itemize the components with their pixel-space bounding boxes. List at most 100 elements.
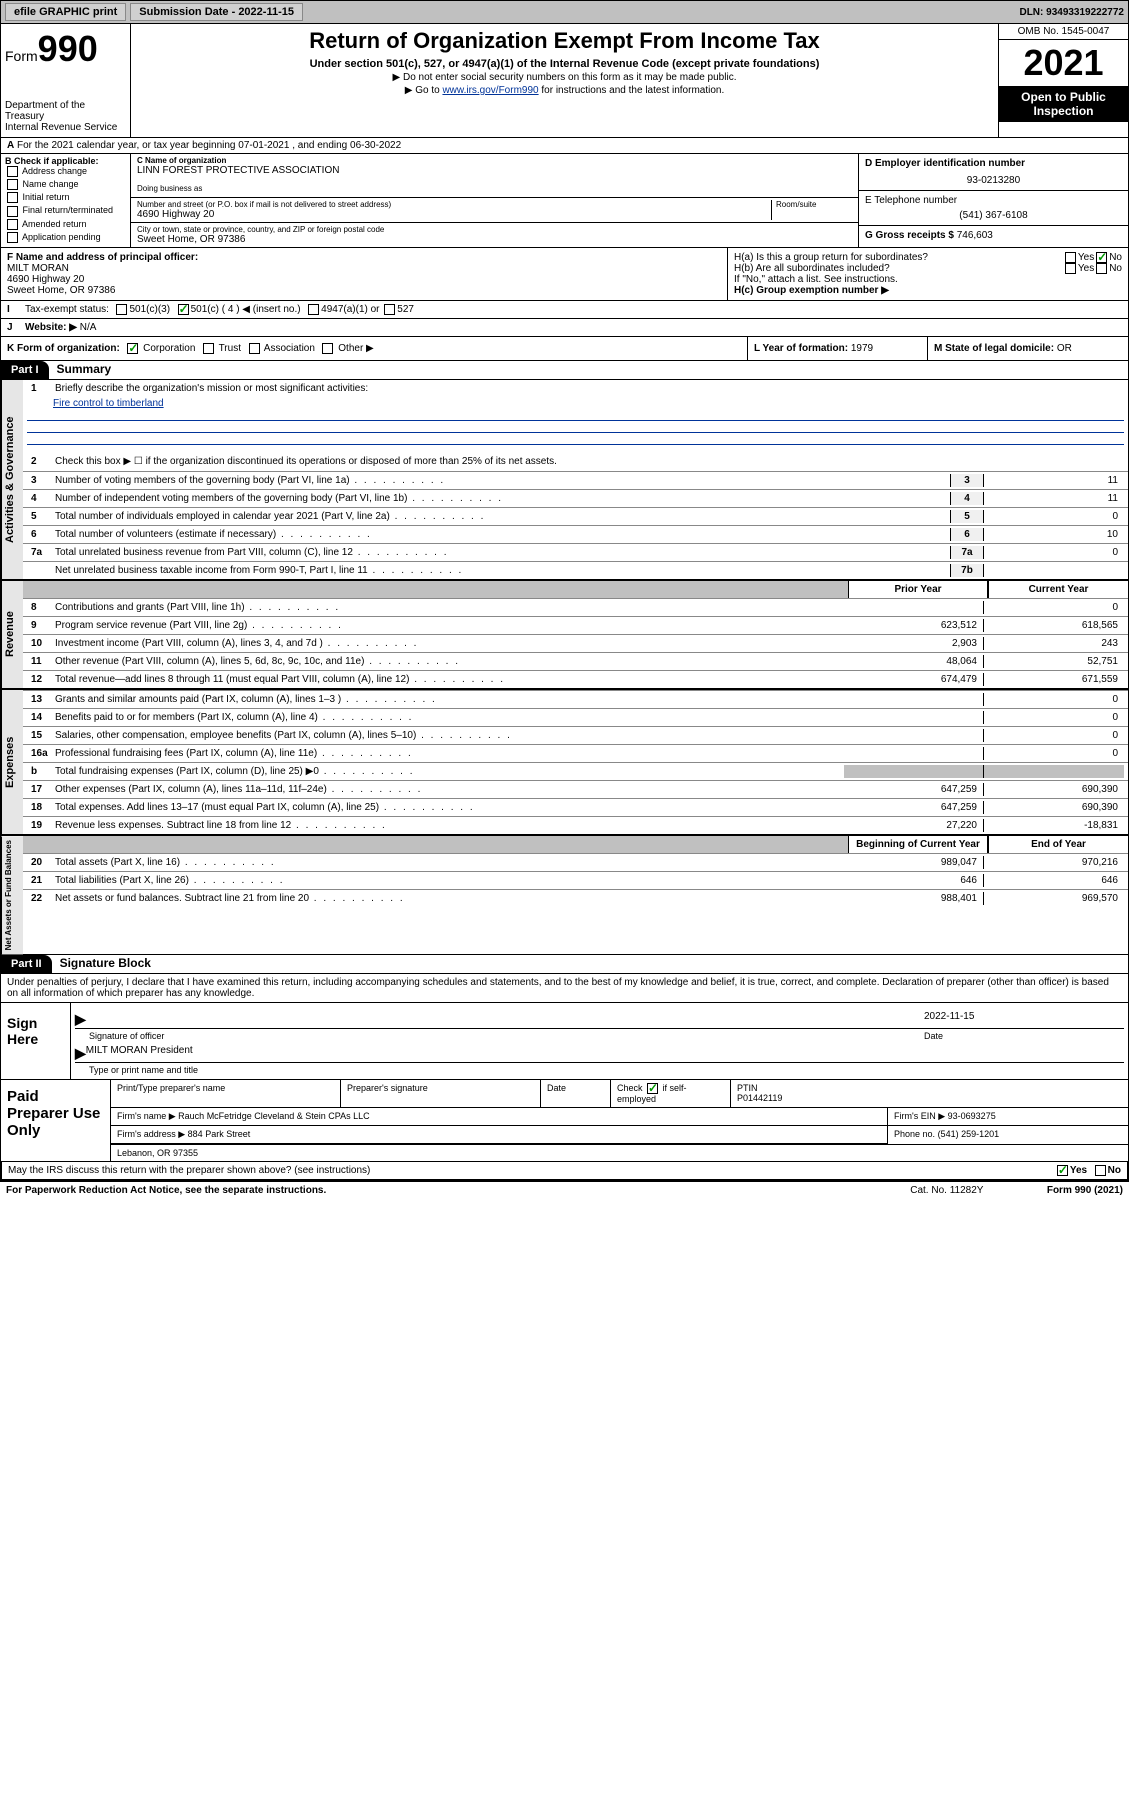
summary-line: 6Total number of volunteers (estimate if… [23, 525, 1128, 543]
paid-preparer-block: Paid Preparer Use Only Print/Type prepar… [1, 1079, 1128, 1161]
cb-527[interactable] [384, 304, 395, 315]
form-word: Form [5, 48, 38, 64]
h-b-label: H(b) Are all subordinates included? [734, 263, 1063, 274]
dba-label: Doing business as [137, 184, 852, 193]
mission-text: Fire control to timberland [53, 398, 164, 409]
efile-print-button[interactable]: efile GRAPHIC print [5, 3, 126, 21]
ptin-cell: PTINP01442119 [731, 1080, 1128, 1107]
summary-line: 9Program service revenue (Part VIII, lin… [23, 616, 1128, 634]
firm-ein: 93-0693275 [948, 1111, 996, 1121]
name-title-caption: Type or print name and title [75, 1065, 1124, 1075]
ssn-note: ▶ Do not enter social security numbers o… [139, 72, 990, 83]
firm-phone-cell: Phone no. (541) 259-1201 [888, 1126, 1128, 1144]
ein-label: D Employer identification number [865, 158, 1122, 169]
submission-date-button[interactable]: Submission Date - 2022-11-15 [130, 3, 303, 21]
cb-irs-no[interactable] [1095, 1165, 1106, 1176]
cb-4947[interactable] [308, 304, 319, 315]
summary-line: bTotal fundraising expenses (Part IX, co… [23, 762, 1128, 780]
gross-receipts-label: G Gross receipts $ [865, 230, 954, 241]
cb-association[interactable] [249, 343, 260, 354]
officer-name: MILT MORAN [7, 263, 721, 274]
summary-line: 10Investment income (Part VIII, column (… [23, 634, 1128, 652]
h-b-note: If "No," attach a list. See instructions… [734, 274, 1122, 285]
box-k-form-org: K Form of organization: Corporation Trus… [1, 337, 748, 360]
phone-label: E Telephone number [865, 195, 1122, 206]
dln-label: DLN: 93493319222772 [1019, 7, 1124, 18]
penalty-statement: Under penalties of perjury, I declare th… [1, 973, 1128, 1002]
city-state-zip: Sweet Home, OR 97386 [137, 234, 852, 245]
summary-line: 5Total number of individuals employed in… [23, 507, 1128, 525]
cb-application-pending[interactable]: Application pending [5, 232, 126, 243]
cb-irs-yes[interactable] [1057, 1165, 1068, 1176]
form990-link[interactable]: www.irs.gov/Form990 [442, 85, 538, 96]
cb-501c3[interactable] [116, 304, 127, 315]
cb-self-employed[interactable] [647, 1083, 658, 1094]
officer-addr1: 4690 Highway 20 [7, 274, 721, 285]
phone-value: (541) 367-6108 [865, 210, 1122, 221]
firm-phone: (541) 259-1201 [938, 1129, 1000, 1139]
cb-name-change[interactable]: Name change [5, 179, 126, 190]
part-2-signature: Part IISignature Block Under penalties o… [0, 955, 1129, 1181]
h-a-label: H(a) Is this a group return for subordin… [734, 252, 1063, 263]
page-footer: For Paperwork Reduction Act Notice, see … [0, 1181, 1129, 1199]
sig-date-value: 2022-11-15 [924, 1011, 1124, 1028]
cb-final-return[interactable]: Final return/terminated [5, 205, 126, 216]
self-employed-cell: Check if self-employed [611, 1080, 731, 1107]
dept-treasury: Department of the Treasury [5, 100, 126, 122]
top-toolbar: efile GRAPHIC print Submission Date - 20… [0, 0, 1129, 24]
cb-initial-return[interactable]: Initial return [5, 192, 126, 203]
hb-yes[interactable] [1065, 263, 1076, 274]
ha-yes[interactable] [1065, 252, 1076, 263]
goto-note: ▶ Go to www.irs.gov/Form990 for instruct… [139, 85, 990, 96]
cb-amended-return[interactable]: Amended return [5, 219, 126, 230]
year-box: OMB No. 1545-0047 2021 Open to Public In… [998, 24, 1128, 137]
ein-value: 93-0213280 [865, 175, 1122, 186]
sig-date-caption: Date [924, 1031, 1124, 1041]
hb-no[interactable] [1096, 263, 1107, 274]
part-1-summary: Part ISummary Activities & Governance 1B… [0, 361, 1129, 955]
form-id-box: Form990 Department of the Treasury Inter… [1, 24, 131, 137]
sign-here-label: Sign Here [1, 1003, 71, 1079]
box-b-label: B Check if applicable: [5, 156, 126, 166]
current-year-header: Current Year [988, 581, 1128, 598]
cb-trust[interactable] [203, 343, 214, 354]
summary-line: 22Net assets or fund balances. Subtract … [23, 889, 1128, 907]
street-address: 4690 Highway 20 [137, 209, 767, 220]
box-d-e-g: D Employer identification number 93-0213… [858, 154, 1128, 247]
ptin-value: P01442119 [737, 1093, 782, 1103]
firm-name-cell: Firm's name ▶ Rauch McFetridge Cleveland… [111, 1108, 888, 1125]
gross-receipts-value: 746,603 [957, 230, 993, 241]
form-title: Return of Organization Exempt From Incom… [139, 28, 990, 54]
form-number: 990 [38, 28, 98, 69]
summary-line: 7aTotal unrelated business revenue from … [23, 543, 1128, 561]
summary-line: Net unrelated business taxable income fr… [23, 561, 1128, 579]
summary-line: 17Other expenses (Part IX, column (A), l… [23, 780, 1128, 798]
org-name: LINN FOREST PROTECTIVE ASSOCIATION [137, 165, 852, 176]
cb-address-change[interactable]: Address change [5, 166, 126, 177]
line2-text: Check this box ▶ ☐ if the organization d… [55, 456, 1124, 467]
form-header: Form990 Department of the Treasury Inter… [0, 24, 1129, 138]
cb-corporation[interactable] [127, 343, 138, 354]
paid-preparer-label: Paid Preparer Use Only [1, 1080, 111, 1161]
box-f-officer: F Name and address of principal officer:… [1, 248, 728, 300]
street-label: Number and street (or P.O. box if mail i… [137, 200, 767, 209]
ha-no[interactable] [1096, 252, 1107, 263]
goto-post: for instructions and the latest informat… [539, 85, 725, 96]
open-to-public: Open to Public Inspection [999, 86, 1128, 122]
cb-other[interactable] [322, 343, 333, 354]
officer-addr2: Sweet Home, OR 97386 [7, 285, 721, 296]
summary-line: 20Total assets (Part X, line 16)989,0479… [23, 853, 1128, 871]
part1-header: Part I [1, 361, 49, 379]
box-c-name-address: C Name of organization LINN FOREST PROTE… [131, 154, 858, 247]
irs-label: Internal Revenue Service [5, 122, 126, 133]
year-formation: 1979 [851, 343, 873, 354]
form-footer: Form 990 (2021) [1047, 1185, 1123, 1196]
city-label: City or town, state or province, country… [137, 225, 852, 234]
row-j-website: J Website: ▶ N/A [0, 319, 1129, 337]
preparer-sig-label: Preparer's signature [341, 1080, 541, 1107]
firm-ein-cell: Firm's EIN ▶ 93-0693275 [888, 1108, 1128, 1125]
summary-line: 3Number of voting members of the governi… [23, 471, 1128, 489]
sig-officer-caption: Signature of officer [75, 1031, 924, 1041]
row-i-tax-status: I Tax-exempt status: 501(c)(3) 501(c) ( … [0, 301, 1129, 319]
cb-501c[interactable] [178, 304, 189, 315]
